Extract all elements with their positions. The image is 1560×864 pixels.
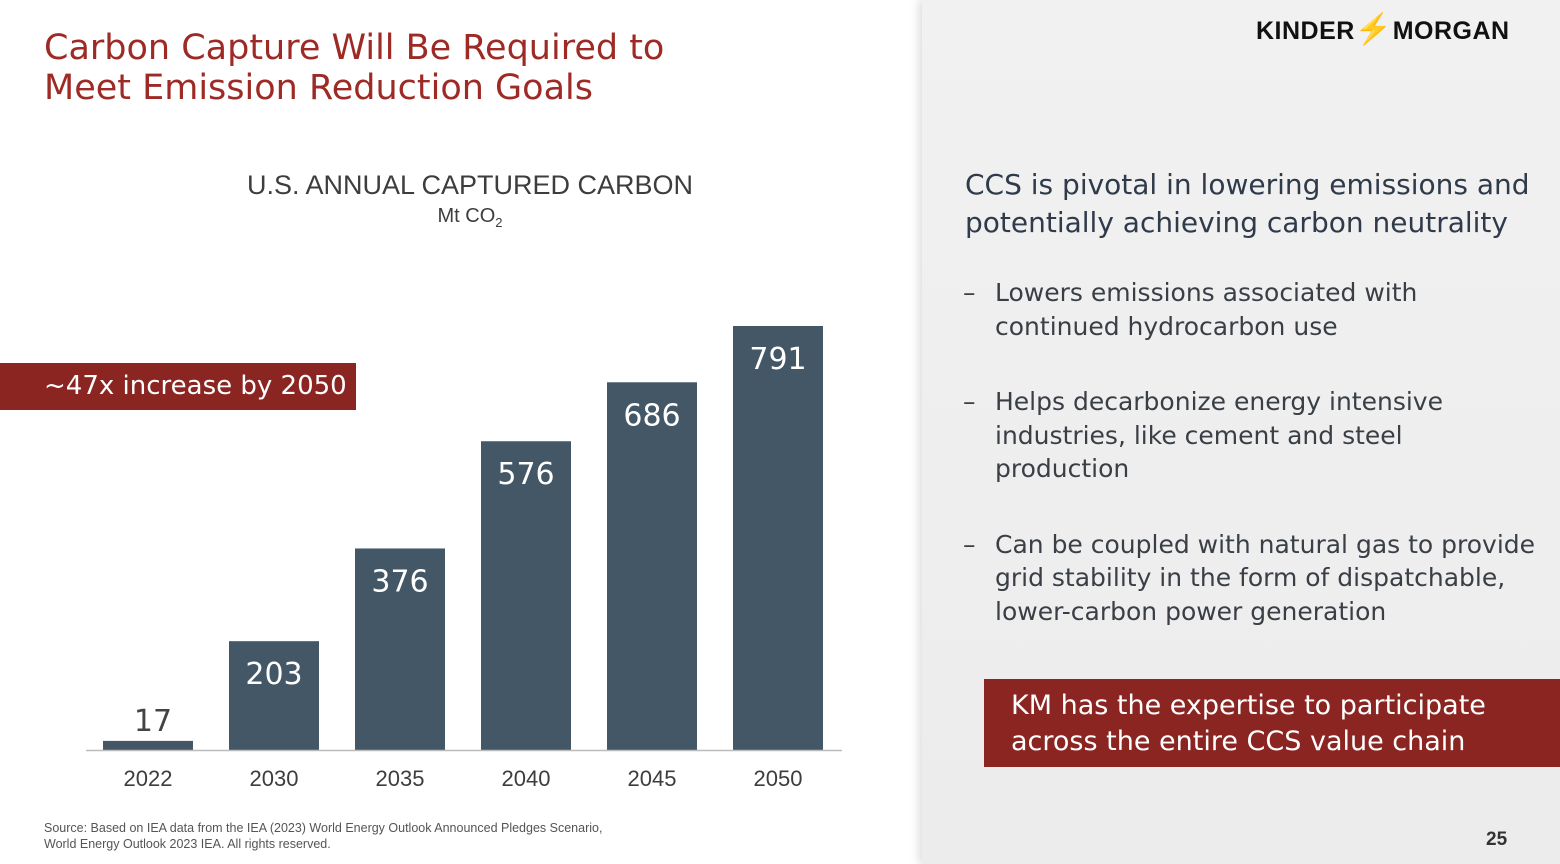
source-note: Source: Based on IEA data from the IEA (… xyxy=(44,821,603,851)
x-tick-2040: 2040 xyxy=(502,766,551,791)
page-number: 25 xyxy=(1486,829,1508,850)
bar-2035 xyxy=(355,548,445,750)
title-line-1: Carbon Capture Will Be Required to xyxy=(44,28,665,68)
x-tick-2030: 2030 xyxy=(250,766,299,791)
chart-unit: Mt CO2 xyxy=(437,205,503,230)
x-tick-2022: 2022 xyxy=(124,766,173,791)
lightning-bolt-icon: ⚡ xyxy=(1354,13,1393,46)
bar-2050 xyxy=(733,326,823,750)
x-tick-2050: 2050 xyxy=(754,766,803,791)
km-highlight-box: KM has the expertise to participate acro… xyxy=(984,679,1560,767)
bullet-item: – Lowers emissions associated with contin… xyxy=(963,278,1418,341)
bar-2030 xyxy=(229,641,319,750)
bar-2022 xyxy=(103,740,193,750)
data-label-2035: 376 xyxy=(371,564,428,599)
data-label-2030: 203 xyxy=(245,657,302,692)
data-label-2022: 17 xyxy=(134,704,172,739)
increase-callout: ~47x increase by 2050 xyxy=(0,363,356,410)
bullet-item: – Helps decarbonize energy intensive indu… xyxy=(963,387,1443,483)
bar-chart: 17 2022 203 2030 376 2035 576 2040 686 2045 791 205… xyxy=(86,326,842,791)
data-label-2040: 576 xyxy=(497,457,554,492)
kinder-morgan-logo: KINDER⚡MORGAN xyxy=(1256,13,1510,46)
data-label-2050: 791 xyxy=(749,342,806,377)
bar-2040 xyxy=(481,441,571,750)
bullet-list: – Lowers emissions associated with contin… xyxy=(963,276,1543,670)
data-label-2045: 686 xyxy=(623,398,680,433)
title-line-2: Meet Emission Reduction Goals xyxy=(44,68,593,108)
chart-title: U.S. ANNUAL CAPTURED CARBON xyxy=(246,170,694,200)
slide-title: Carbon Capture Will Be Required to Meet … xyxy=(44,28,664,108)
right-heading: CCS is pivotal in lowering emissions and… xyxy=(965,168,1530,239)
x-tick-2045: 2045 xyxy=(628,766,677,791)
bullet-item: – Can be coupled with natural gas to prov… xyxy=(963,529,1536,626)
x-tick-2035: 2035 xyxy=(376,766,425,791)
bar-2045 xyxy=(607,382,697,750)
